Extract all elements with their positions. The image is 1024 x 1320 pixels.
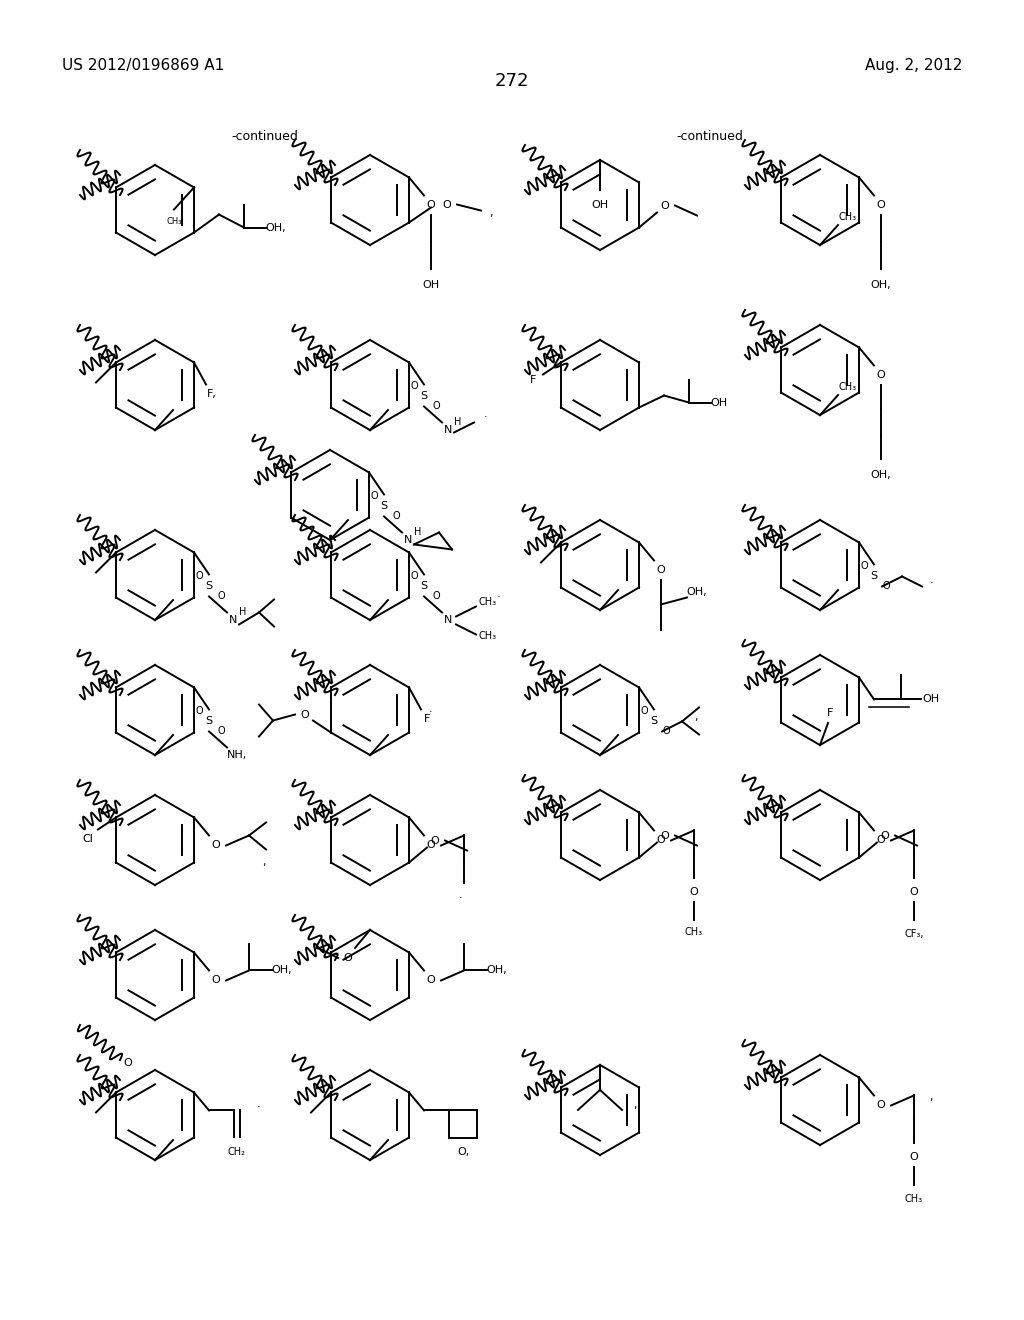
Text: OH,: OH,	[687, 587, 708, 598]
Text: O: O	[124, 1059, 132, 1068]
Text: OH: OH	[592, 199, 608, 210]
Text: O: O	[427, 841, 435, 850]
Text: O: O	[877, 371, 886, 380]
Text: O: O	[660, 830, 670, 841]
Text: O: O	[371, 491, 378, 502]
Text: O: O	[212, 841, 220, 850]
Text: -continued: -continued	[231, 129, 298, 143]
Text: CH₃: CH₃	[839, 381, 857, 392]
Text: S: S	[870, 572, 878, 582]
Text: O: O	[442, 199, 452, 210]
Text: OH,: OH,	[870, 280, 891, 290]
Text: CF₃,: CF₃,	[904, 929, 924, 940]
Text: O: O	[656, 565, 666, 576]
Text: CH₃: CH₃	[839, 213, 857, 222]
Text: ,: ,	[633, 1100, 637, 1110]
Text: CH₃: CH₃	[685, 928, 703, 937]
Text: ,: ,	[694, 713, 697, 722]
Text: O: O	[877, 836, 886, 846]
Text: O: O	[301, 710, 309, 719]
Text: CH₃: CH₃	[905, 1195, 923, 1204]
Text: O: O	[217, 591, 225, 602]
Text: .: .	[484, 409, 487, 420]
Text: S: S	[381, 502, 387, 511]
Text: F,: F,	[207, 389, 217, 400]
Text: H: H	[240, 607, 247, 618]
Text: O: O	[427, 201, 435, 210]
Text: CH₃: CH₃	[479, 598, 497, 607]
Text: .: .	[459, 891, 463, 900]
Text: .: .	[930, 576, 934, 586]
Text: O: O	[196, 706, 203, 717]
Text: O: O	[660, 201, 670, 210]
Text: O: O	[427, 975, 435, 986]
Text: F: F	[826, 708, 834, 718]
Text: O: O	[656, 836, 666, 846]
Text: S: S	[206, 717, 213, 726]
Text: O: O	[411, 572, 418, 582]
Text: ,: ,	[929, 1093, 933, 1102]
Text: O: O	[881, 830, 890, 841]
Text: S: S	[421, 582, 428, 591]
Text: Aug. 2, 2012: Aug. 2, 2012	[864, 58, 962, 73]
Text: F: F	[424, 714, 430, 725]
Text: S: S	[421, 392, 428, 401]
Text: O: O	[392, 511, 399, 521]
Text: H: H	[455, 417, 462, 428]
Text: O: O	[344, 953, 352, 964]
Text: O: O	[196, 572, 203, 582]
Text: O: O	[212, 975, 220, 986]
Text: O: O	[883, 582, 890, 591]
Text: OH: OH	[423, 280, 439, 290]
Text: CH₂: CH₂	[227, 1147, 245, 1158]
Text: O: O	[877, 1101, 886, 1110]
Text: O: O	[432, 401, 440, 412]
Text: O: O	[860, 561, 867, 572]
Text: S: S	[650, 717, 657, 726]
Text: O: O	[663, 726, 670, 737]
Text: US 2012/0196869 A1: US 2012/0196869 A1	[62, 58, 224, 73]
Text: 272: 272	[495, 73, 529, 90]
Text: N: N	[403, 536, 413, 545]
Text: OH: OH	[923, 694, 940, 705]
Text: ,: ,	[489, 207, 493, 218]
Text: F: F	[529, 375, 537, 385]
Text: ,: ,	[262, 858, 266, 867]
Text: O: O	[640, 706, 648, 717]
Text: O: O	[877, 201, 886, 210]
Text: N: N	[443, 425, 453, 436]
Text: O: O	[432, 591, 440, 602]
Text: H: H	[415, 528, 422, 537]
Text: CH₃: CH₃	[166, 216, 182, 226]
Text: OH,: OH,	[486, 965, 507, 975]
Text: CH₃: CH₃	[479, 631, 497, 642]
Text: N: N	[228, 615, 238, 626]
Text: .: .	[429, 705, 433, 714]
Text: O: O	[431, 836, 439, 846]
Text: O: O	[909, 1152, 919, 1163]
Text: N: N	[443, 615, 453, 626]
Text: O: O	[217, 726, 225, 737]
Text: S: S	[206, 582, 213, 591]
Text: O: O	[411, 381, 418, 392]
Text: NH,: NH,	[227, 751, 247, 760]
Text: O,: O,	[457, 1147, 469, 1158]
Text: -continued: -continued	[677, 129, 743, 143]
Text: O: O	[909, 887, 919, 898]
Text: Cl: Cl	[83, 834, 93, 845]
Text: OH: OH	[711, 397, 728, 408]
Text: OH,: OH,	[265, 223, 287, 232]
Text: .: .	[498, 590, 501, 599]
Text: O: O	[689, 887, 698, 898]
Text: .: .	[257, 1100, 261, 1110]
Text: OH,: OH,	[271, 965, 292, 975]
Text: OH,: OH,	[870, 470, 891, 480]
